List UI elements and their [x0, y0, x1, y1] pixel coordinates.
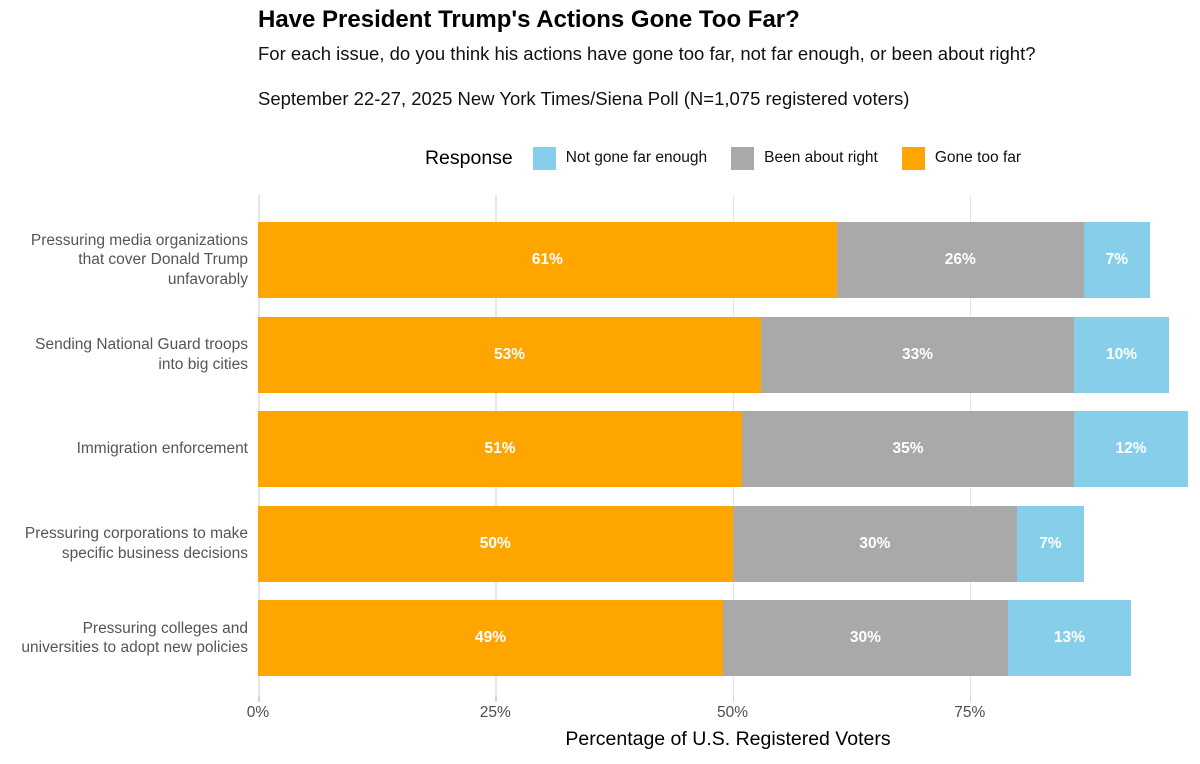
chart-panel: Pressuring media organizations that cove…: [0, 195, 1200, 696]
bar-segment: 33%: [760, 316, 1075, 393]
bar-value-label: 7%: [1105, 251, 1129, 268]
bar-segment: 26%: [836, 222, 1084, 298]
bar-value-label: 26%: [944, 251, 976, 268]
bar-value-label: 53%: [493, 345, 525, 363]
bar-value-label: 49%: [474, 629, 507, 646]
legend-item: Gone too far: [901, 146, 1022, 170]
bar-segment: 61%: [258, 222, 837, 298]
bar-value-label: 61%: [531, 251, 563, 268]
bar-value-label: 13%: [1053, 629, 1085, 646]
bar-value-label: 50%: [479, 534, 511, 552]
legend-swatch: [901, 146, 925, 170]
legend-swatch: [532, 146, 556, 170]
x-tick-label: 75%: [954, 704, 986, 721]
category-label: Sending National Guard troops into big c…: [35, 336, 248, 373]
x-tick-mark: [495, 696, 497, 702]
bar-segment: 49%: [258, 600, 723, 676]
x-tick-label: 25%: [479, 704, 511, 721]
bar-value-label: 10%: [1106, 345, 1138, 363]
bar-value-label: 30%: [859, 534, 891, 552]
chart-source-line: September 22-27, 2025 New York Times/Sie…: [258, 88, 910, 109]
bar-value-label: 30%: [849, 629, 881, 646]
bar-segment: 35%: [741, 411, 1075, 487]
x-tick-label: 50%: [716, 704, 749, 721]
bar-value-label: 7%: [1039, 534, 1062, 552]
bar-segment: 7%: [1017, 505, 1084, 582]
bar-segment: 50%: [258, 505, 733, 582]
bar-segment: 51%: [258, 411, 742, 487]
bar-row: Sending National Guard troops into big c…: [0, 316, 1200, 393]
x-tick-mark: [969, 696, 972, 702]
bar-segment: 13%: [1007, 600, 1132, 676]
chart-title: Have President Trump's Actions Gone Too …: [258, 6, 800, 33]
legend: Response Not gone far enough Been about r…: [258, 143, 1198, 173]
bar-segment: 30%: [732, 505, 1018, 582]
category-label: Pressuring colleges and universities to …: [21, 619, 248, 656]
legend-label: Gone too far: [934, 149, 1022, 166]
x-axis: 0% 25% 50% 75%: [0, 696, 1200, 736]
legend-item: Not gone far enough: [532, 146, 708, 170]
bar-value-label: 35%: [892, 440, 924, 457]
bar-segment: 7%: [1083, 222, 1151, 298]
bar-segment: 12%: [1074, 411, 1188, 487]
chart-subtitle: For each issue, do you think his actions…: [258, 43, 1036, 64]
bar-value-label: 12%: [1115, 440, 1147, 457]
x-tick-label: 0%: [246, 704, 270, 721]
bar-segment: 10%: [1074, 316, 1170, 393]
bar-segment: 53%: [258, 316, 761, 393]
legend-title: Response: [424, 146, 513, 169]
bar-segment: 30%: [723, 600, 1008, 676]
bar-row: Pressuring media organizations that cove…: [0, 222, 1200, 298]
x-tick-mark: [258, 696, 260, 702]
bar-row: Pressuring colleges and universities to …: [0, 600, 1200, 676]
legend-label: Been about right: [764, 149, 878, 166]
category-label: Pressuring corporations to make specific…: [24, 525, 248, 562]
legend-label: Not gone far enough: [565, 149, 708, 166]
bar-value-label: 51%: [484, 440, 516, 457]
bar-row: Pressuring corporations to make specific…: [0, 505, 1200, 582]
category-label: Pressuring media organizations that cove…: [30, 232, 248, 288]
bar-row: Immigration enforcement 51% 35% 12%: [0, 411, 1200, 487]
x-axis-title: Percentage of U.S. Registered Voters: [565, 728, 891, 750]
legend-item: Been about right: [731, 146, 878, 170]
category-label: Immigration enforcement: [76, 440, 248, 458]
x-tick-mark: [732, 696, 734, 702]
bar-value-label: 33%: [902, 345, 934, 363]
legend-swatch: [731, 146, 755, 170]
